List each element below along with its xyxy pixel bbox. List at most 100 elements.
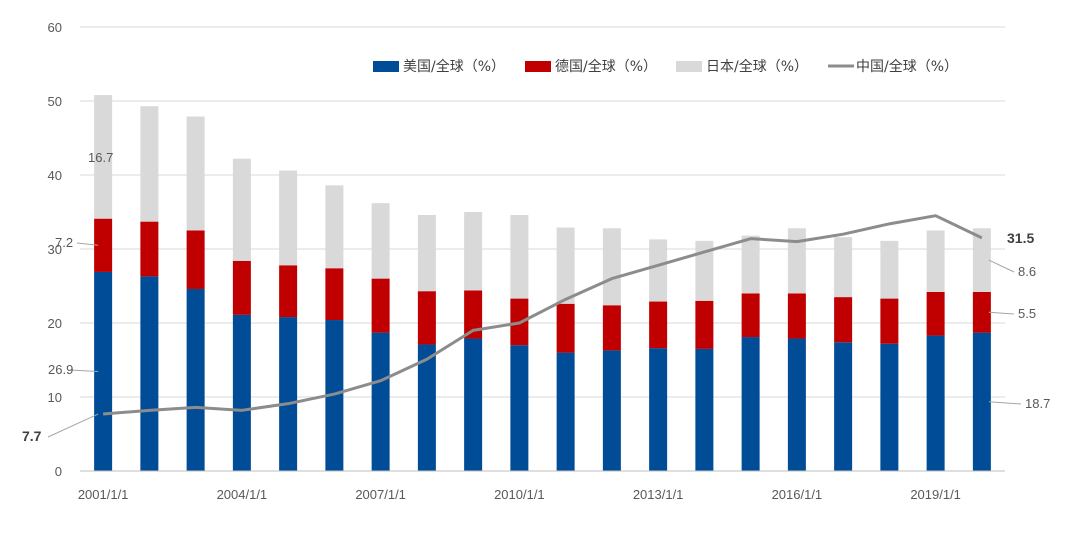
annotation-left: 7.7: [22, 428, 42, 444]
bar-germany: [834, 297, 853, 343]
bar-japan: [556, 227, 575, 304]
y-tick-label: 10: [48, 390, 62, 405]
bar-germany: [602, 305, 621, 351]
bar-japan: [926, 230, 945, 292]
bar-germany: [186, 230, 205, 289]
legend-label: 德国/全球（%）: [555, 58, 657, 75]
bar-japan: [972, 228, 991, 292]
bar-japan: [464, 212, 483, 291]
x-tick-label: 2010/1/1: [494, 487, 545, 502]
annotation-left: 16.7: [88, 150, 113, 165]
bar-germany: [417, 291, 436, 345]
y-tick-label: 0: [55, 464, 62, 479]
annotations: 16.7 7.2 26.9 7.7 31.5 8.6 5.5 18.7: [22, 150, 1050, 444]
bar-japan: [510, 214, 529, 299]
annotation-right: 18.7: [1025, 396, 1050, 411]
bar-germany: [94, 218, 113, 272]
x-tick-label: 2019/1/1: [910, 487, 961, 502]
legend-swatch: [676, 61, 702, 72]
x-tick-label: 2007/1/1: [355, 487, 406, 502]
bar-germany: [787, 293, 806, 339]
bar-germany: [232, 260, 251, 315]
leader-line: [69, 369, 99, 372]
y-axis-ticks: 0 10 20 30 40 50 60: [48, 20, 62, 479]
bar-usa: [972, 332, 991, 471]
y-tick-label: 60: [48, 20, 62, 35]
legend: 美国/全球（%） 德国/全球（%） 日本/全球（%） 中国/全球（%）: [373, 58, 958, 75]
leader-line: [988, 311, 1015, 315]
bar-japan: [371, 203, 390, 279]
bar-japan: [741, 235, 760, 294]
bar-germany: [279, 265, 298, 318]
leader-line: [988, 259, 1015, 273]
bar-usa: [602, 350, 621, 471]
bar-germany: [325, 268, 344, 321]
bar-usa: [880, 343, 899, 471]
annotation-right: 8.6: [1018, 264, 1036, 279]
bar-japan: [602, 228, 621, 306]
bar-usa: [464, 338, 483, 471]
bar-japan: [140, 106, 159, 222]
legend-label: 日本/全球（%）: [706, 58, 808, 75]
bar-germany: [371, 278, 390, 333]
x-axis: 2001/1/1 2004/1/1 2007/1/1 2010/1/1 2013/1/1…: [78, 470, 1005, 502]
bar-germany: [741, 293, 760, 338]
bar-usa: [695, 348, 714, 471]
legend-swatch: [525, 61, 551, 72]
bar-usa: [834, 342, 853, 471]
bar-japan: [279, 170, 298, 266]
bar-japan: [695, 240, 714, 301]
bar-japan: [787, 228, 806, 294]
bar-usa: [186, 288, 205, 471]
bar-usa: [279, 317, 298, 471]
y-tick-label: 40: [48, 168, 62, 183]
bar-japan: [649, 239, 668, 302]
annotation-right: 5.5: [1018, 306, 1036, 321]
china-line: [103, 214, 983, 416]
bar-usa: [140, 276, 159, 471]
bar-usa: [649, 348, 668, 471]
legend-label: 美国/全球（%）: [403, 58, 505, 75]
bar-japan: [880, 240, 899, 299]
line-china: [103, 214, 983, 416]
y-tick-label: 20: [48, 316, 62, 331]
annotation-left: 7.2: [55, 235, 73, 250]
bar-japan: [325, 185, 344, 269]
bar-japan: [232, 158, 251, 261]
bar-usa: [371, 332, 390, 471]
bar-germany: [464, 290, 483, 339]
bar-usa: [417, 344, 436, 471]
bar-japan: [417, 214, 436, 292]
bar-usa: [94, 271, 113, 471]
x-tick-label: 2004/1/1: [217, 487, 268, 502]
bar-usa: [510, 345, 529, 471]
bar-usa: [556, 352, 575, 471]
bar-japan: [94, 95, 113, 219]
bar-germany: [695, 300, 714, 349]
gridlines: [80, 26, 1005, 398]
bars: [94, 95, 991, 471]
annotation-left: 26.9: [48, 362, 73, 377]
y-tick-label: 50: [48, 94, 62, 109]
legend-label: 中国/全球（%）: [856, 58, 958, 75]
bar-japan: [834, 237, 853, 298]
bar-germany: [140, 221, 159, 277]
bar-usa: [926, 335, 945, 471]
bar-japan: [186, 116, 205, 231]
bar-germany: [880, 298, 899, 344]
bar-usa: [741, 337, 760, 471]
legend-swatch: [373, 61, 399, 72]
x-tick-label: 2016/1/1: [772, 487, 823, 502]
bar-usa: [232, 314, 251, 471]
annotation-right: 31.5: [1007, 230, 1034, 246]
bar-germany: [649, 301, 668, 349]
leader-line: [47, 413, 99, 438]
y-tick-label: 30: [48, 242, 62, 257]
x-tick-label: 2001/1/1: [78, 487, 129, 502]
leader-line: [76, 242, 99, 246]
bar-usa: [787, 338, 806, 471]
bar-germany: [972, 291, 991, 333]
x-tick-label: 2013/1/1: [633, 487, 684, 502]
leader-line: [988, 401, 1022, 405]
